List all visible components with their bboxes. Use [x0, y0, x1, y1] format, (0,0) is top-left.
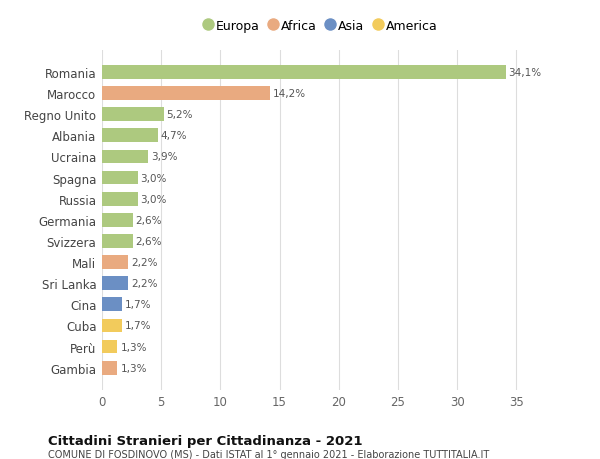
Bar	[102, 129, 158, 143]
Bar	[102, 298, 122, 312]
Text: 4,7%: 4,7%	[161, 131, 187, 141]
Bar	[102, 192, 137, 206]
Text: 3,0%: 3,0%	[140, 173, 167, 183]
Text: 1,3%: 1,3%	[121, 363, 147, 373]
Text: 2,2%: 2,2%	[131, 279, 158, 289]
Bar	[102, 213, 133, 227]
Bar	[102, 87, 270, 101]
Text: 2,6%: 2,6%	[136, 236, 162, 246]
Text: 3,0%: 3,0%	[140, 194, 167, 204]
Bar	[102, 108, 164, 122]
Text: 5,2%: 5,2%	[167, 110, 193, 120]
Text: 2,2%: 2,2%	[131, 257, 158, 268]
Bar	[102, 66, 506, 79]
Legend: Europa, Africa, Asia, America: Europa, Africa, Asia, America	[201, 16, 441, 36]
Bar	[102, 361, 118, 375]
Bar	[102, 319, 122, 333]
Text: 3,9%: 3,9%	[151, 152, 178, 162]
Text: 1,7%: 1,7%	[125, 300, 152, 310]
Text: 2,6%: 2,6%	[136, 215, 162, 225]
Text: Cittadini Stranieri per Cittadinanza - 2021: Cittadini Stranieri per Cittadinanza - 2…	[48, 434, 362, 447]
Text: 14,2%: 14,2%	[273, 89, 306, 99]
Bar	[102, 235, 133, 248]
Text: 34,1%: 34,1%	[509, 68, 542, 78]
Bar	[102, 256, 128, 269]
Bar	[102, 277, 128, 291]
Bar	[102, 171, 137, 185]
Bar	[102, 150, 148, 164]
Bar	[102, 340, 118, 353]
Text: COMUNE DI FOSDINOVO (MS) - Dati ISTAT al 1° gennaio 2021 - Elaborazione TUTTITAL: COMUNE DI FOSDINOVO (MS) - Dati ISTAT al…	[48, 449, 489, 459]
Text: 1,3%: 1,3%	[121, 342, 147, 352]
Text: 1,7%: 1,7%	[125, 321, 152, 330]
